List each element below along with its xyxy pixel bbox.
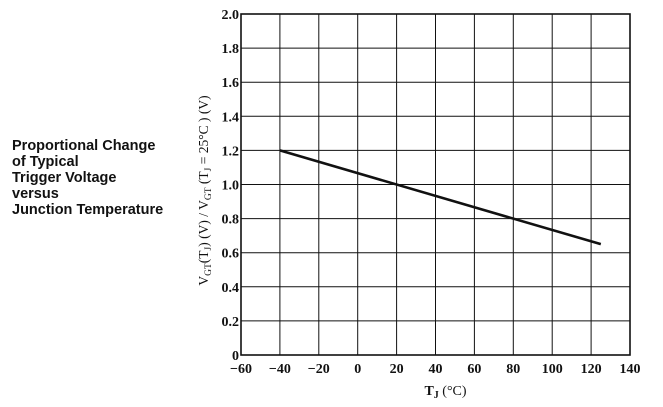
y-tick-label: 0.8 xyxy=(222,213,240,228)
chart-ticks: −60 −40 −20 0 20 40 60 80 100 120 140 0 0.2 0.4 0.6 0.8… xyxy=(222,8,641,377)
chart-title-line: versus xyxy=(12,186,59,202)
y-tick-label: 1.2 xyxy=(222,144,240,159)
chart-series xyxy=(279,149,602,246)
x-tick-label: −60 xyxy=(230,362,252,377)
y-tick-label: 1.8 xyxy=(222,42,240,57)
x-tick-label: 20 xyxy=(390,362,404,377)
y-tick-label: 0.6 xyxy=(222,247,240,262)
chart-title-line: Trigger Voltage xyxy=(12,170,117,186)
chart-title-line: Proportional Change xyxy=(12,138,156,154)
y-tick-label: 0.2 xyxy=(222,315,240,330)
series-line xyxy=(279,149,602,246)
y-tick-label: 1.0 xyxy=(222,179,240,194)
y-axis-label: VGT(TJ) (V) / VGT (TJ = 25°C ) (V) xyxy=(196,95,214,285)
x-tick-label: 60 xyxy=(467,362,481,377)
x-axis-label: TJ (°C) xyxy=(424,384,466,401)
chart-title: Proportional Change of Typical Trigger V… xyxy=(12,138,163,218)
x-tick-label: 100 xyxy=(542,362,563,377)
chart-grid xyxy=(240,13,631,356)
y-tick-label: 1.6 xyxy=(222,76,240,91)
y-tick-label: 0 xyxy=(232,349,239,364)
plot-frame xyxy=(240,13,631,356)
x-tick-label: 80 xyxy=(506,362,520,377)
x-tick-label: 40 xyxy=(429,362,443,377)
x-tick-label: 120 xyxy=(581,362,602,377)
y-tick-label: 2.0 xyxy=(222,8,240,23)
chart-title-line: of Typical xyxy=(12,154,79,170)
chart-title-line: Junction Temperature xyxy=(12,202,164,218)
y-tick-label: 0.4 xyxy=(222,281,240,296)
x-tick-label: −40 xyxy=(269,362,291,377)
y-tick-label: 1.4 xyxy=(222,110,240,125)
x-tick-label: −20 xyxy=(308,362,330,377)
x-tick-label: 140 xyxy=(620,362,641,377)
x-tick-label: 0 xyxy=(354,362,361,377)
